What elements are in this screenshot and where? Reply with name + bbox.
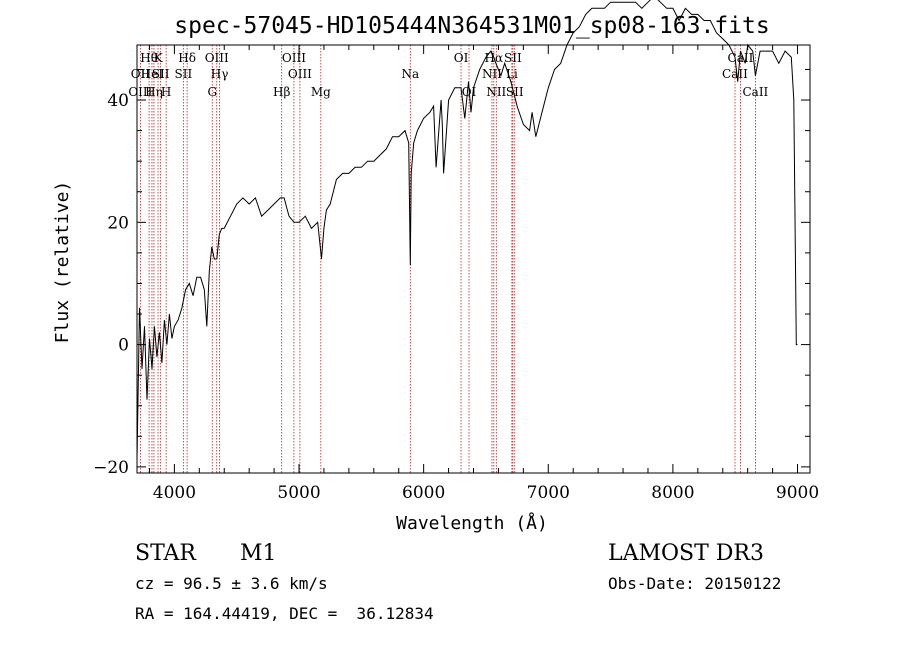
line-marker-label: SII [175, 67, 193, 81]
x-tick-label: 7000 [527, 483, 570, 503]
line-marker-label: Na [401, 67, 419, 81]
line-marker-label: OIII [128, 85, 152, 99]
line-marker-label: OIII [282, 51, 306, 65]
x-tick-label: 4000 [153, 483, 196, 503]
line-marker-label: CaII [722, 67, 748, 81]
y-tick-label: 40 [107, 91, 129, 111]
obs-date: Obs-Date: 20150122 [608, 574, 781, 593]
y-tick-label: 20 [107, 213, 129, 233]
y-tick-label: −20 [93, 458, 129, 478]
line-marker-label: Hα [485, 51, 504, 65]
x-axis-label: Wavelength (Å) [396, 512, 548, 534]
line-marker-label: OI [462, 85, 477, 99]
line-marker-label: OIII [205, 51, 229, 65]
x-tick-label: 5000 [277, 483, 320, 503]
x-tick-label: 6000 [402, 483, 445, 503]
redshift-value: cz = 96.5 ± 3.6 km/s [135, 574, 328, 593]
axis-ticks: 4000 5000 6000 7000 8000 9000 −20 0 20 40 [93, 45, 819, 503]
line-marker-label: OIII [288, 67, 312, 81]
line-marker-label: Mg [311, 85, 331, 99]
line-marker-label: CaII [728, 51, 754, 65]
line-marker-label: Hη [145, 85, 163, 99]
line-marker-label: HeI [141, 67, 164, 81]
line-marker-label: Hγ [211, 67, 229, 81]
chart-title: spec-57045-HD105444N364531M01_sp08-163.f… [174, 13, 769, 39]
line-marker-label: CaII [742, 85, 768, 99]
line-marker-label: K [154, 51, 164, 65]
x-tick-label: 9000 [776, 483, 819, 503]
plot-frame [136, 44, 811, 474]
y-tick-label: 0 [118, 336, 129, 356]
y-axis-label: Flux (relative) [52, 181, 73, 344]
line-marker-label: Hθ [140, 51, 158, 65]
line-marker-label: H [161, 85, 171, 99]
x-tick-label: 8000 [651, 483, 694, 503]
line-marker-label: NII [482, 67, 502, 81]
line-marker-label: SII [506, 85, 524, 99]
line-marker-label: NII [486, 85, 506, 99]
object-type: STAR [135, 541, 197, 566]
line-marker-label: G [207, 85, 217, 99]
line-marker-label: SII [152, 67, 170, 81]
line-marker-label: OI [454, 51, 469, 65]
line-marker-label: OII [131, 67, 151, 81]
spectrum-line [136, 0, 798, 461]
line-marker-label: Li [506, 67, 518, 81]
line-marker-label: SII [504, 51, 522, 65]
object-subclass: M1 [240, 541, 277, 566]
line-marker-label: Hβ [273, 85, 290, 99]
line-marker-label: Hδ [178, 51, 196, 65]
survey-name: LAMOST DR3 [608, 541, 764, 566]
coordinates: RA = 164.44419, DEC = 36.12834 [135, 604, 434, 623]
